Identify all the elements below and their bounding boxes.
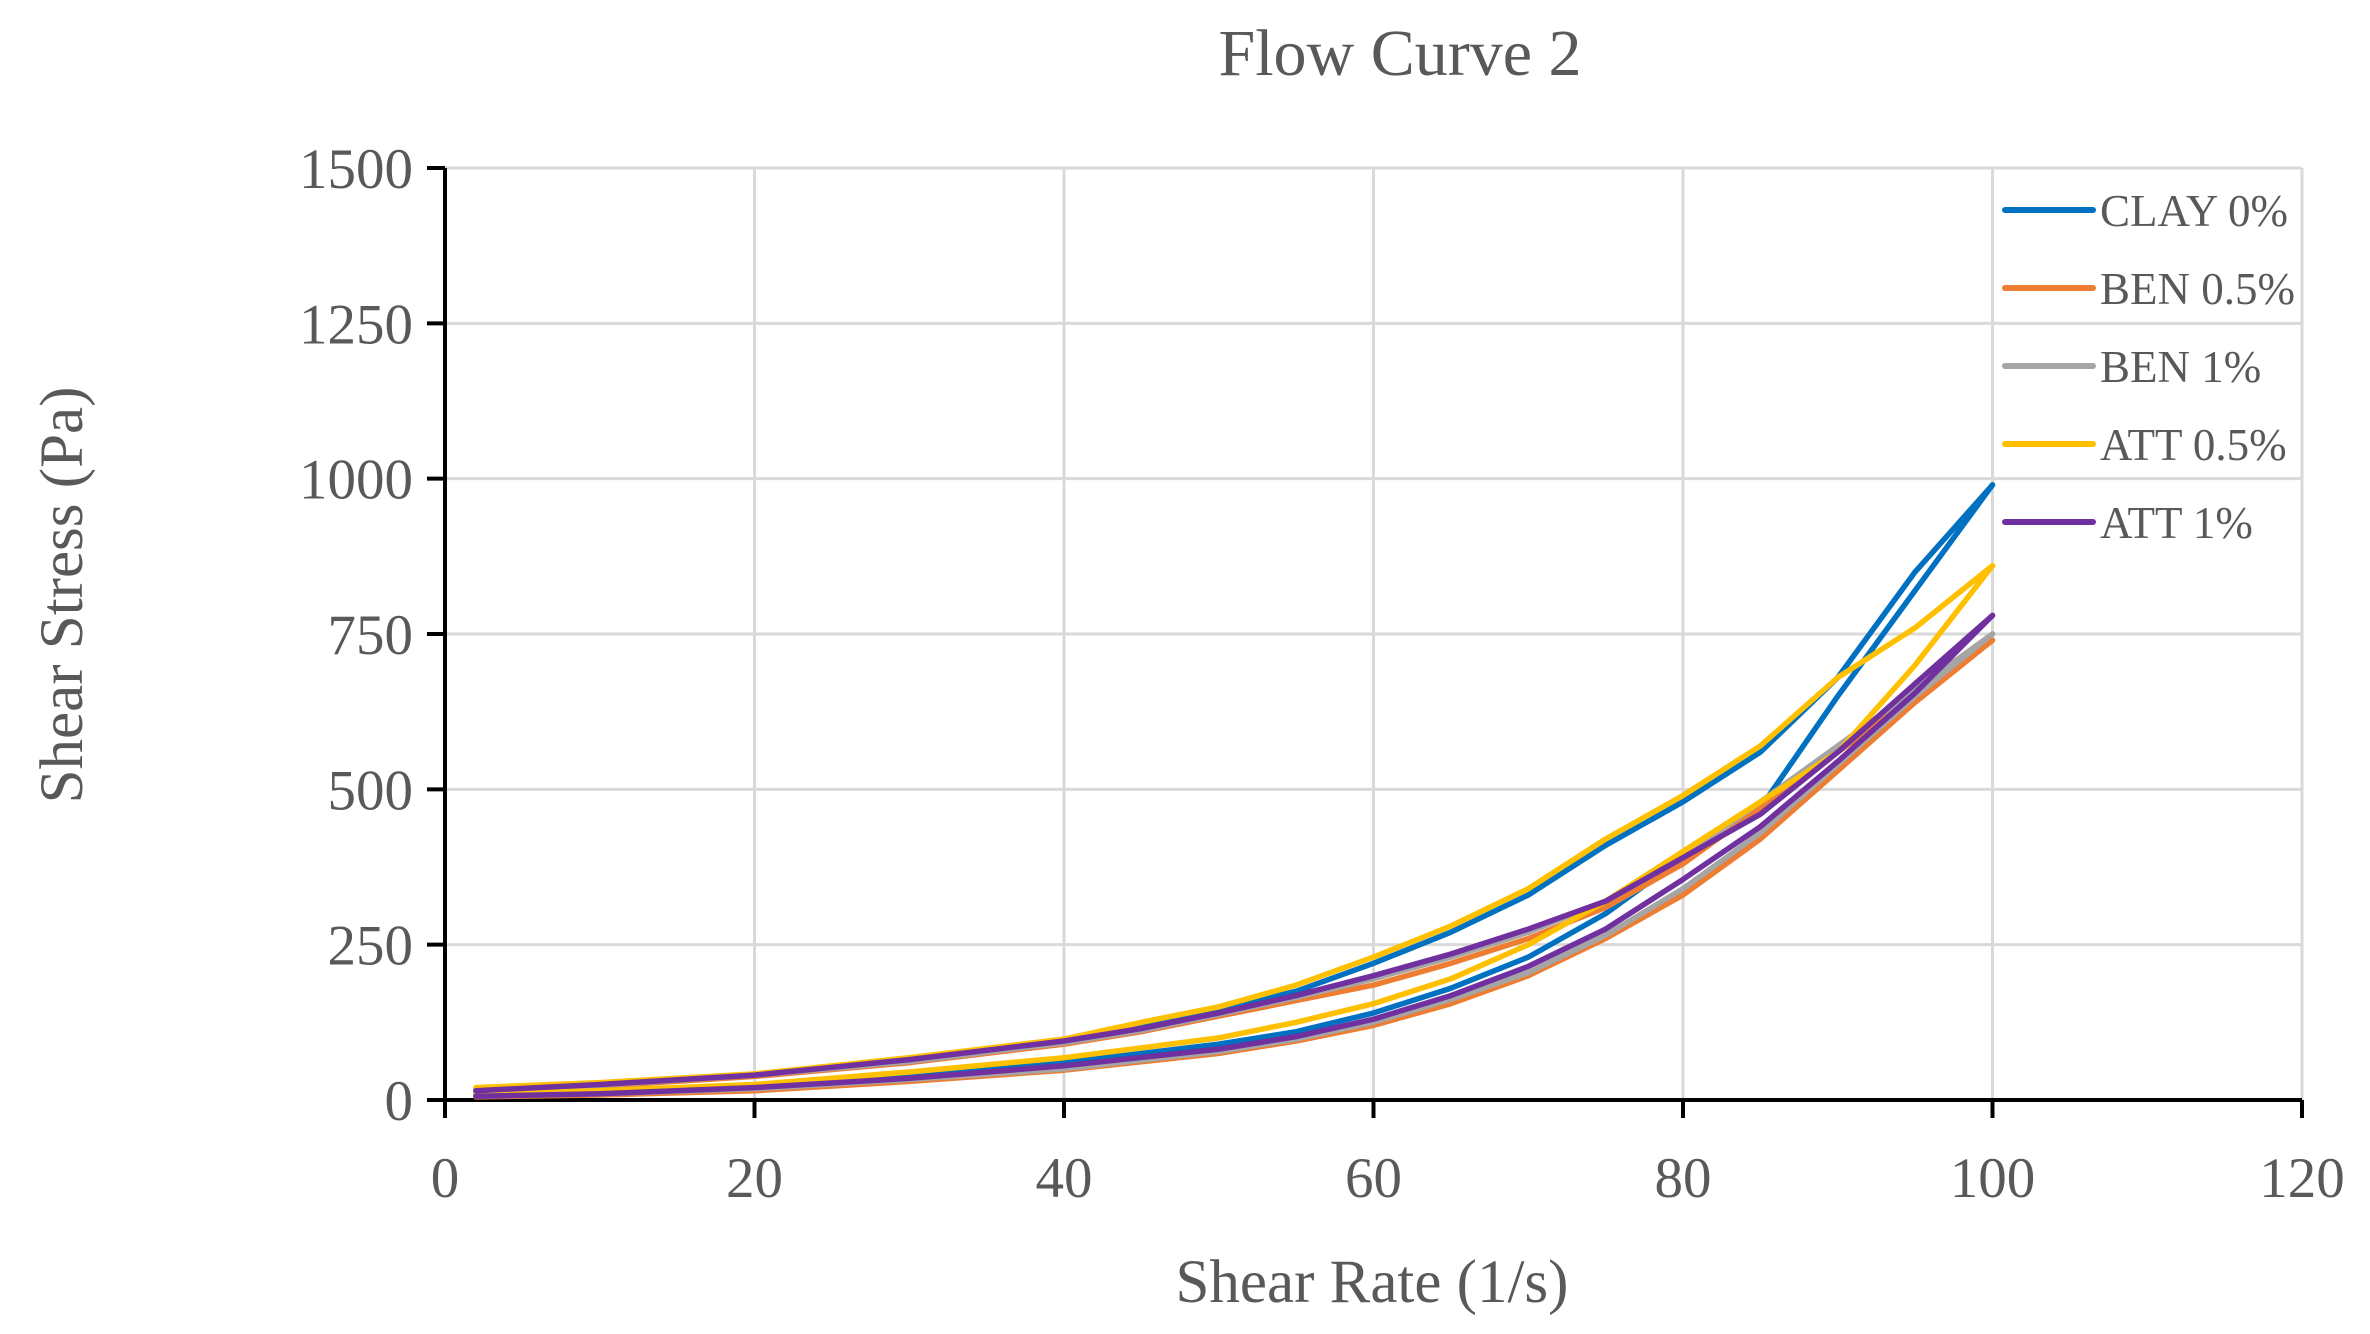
x-tick-label: 0: [431, 1147, 460, 1210]
x-tick-label: 100: [1950, 1147, 2036, 1210]
y-tick-label: 0: [385, 1070, 414, 1133]
series-line-att-0-5-up: [473, 562, 1996, 1097]
y-tick-label: 1250: [299, 293, 413, 356]
x-tick-label: 60: [1345, 1147, 1402, 1210]
series-lines: [473, 482, 1996, 1100]
x-tick-label: 80: [1655, 1147, 1712, 1210]
chart-title: Flow Curve 2: [1219, 17, 1582, 90]
y-tick-label: 1000: [299, 449, 413, 512]
tick-labels: 0 250 500 750 1000 1250 1500 0 20 40 60 80 100 120: [299, 138, 2345, 1210]
series-line-att-1-up: [473, 612, 1996, 1100]
x-tick-label: 120: [2259, 1147, 2345, 1210]
y-tick-label: 1500: [299, 138, 413, 201]
legend-label: BEN 0.5%: [2100, 264, 2295, 314]
y-tick-label: 250: [328, 915, 414, 978]
legend-label: ATT 1%: [2100, 498, 2253, 548]
x-tick-label: 40: [1036, 1147, 1093, 1210]
axes: [427, 166, 2304, 1118]
legend-label: ATT 0.5%: [2100, 420, 2287, 470]
y-tick-label: 750: [328, 604, 414, 667]
legend: CLAY 0% BEN 0.5% BEN 1% ATT 0.5% ATT 1%: [2002, 186, 2295, 548]
x-tick-label: 20: [726, 1147, 783, 1210]
y-axis-label: Shear Stress (Pa): [29, 387, 96, 804]
x-axis-label: Shear Rate (1/s): [1176, 1249, 1569, 1316]
legend-label: BEN 1%: [2100, 342, 2261, 392]
legend-label: CLAY 0%: [2100, 186, 2288, 236]
series-line-att-1-down: [473, 612, 1996, 1094]
y-tick-label: 500: [328, 759, 414, 822]
